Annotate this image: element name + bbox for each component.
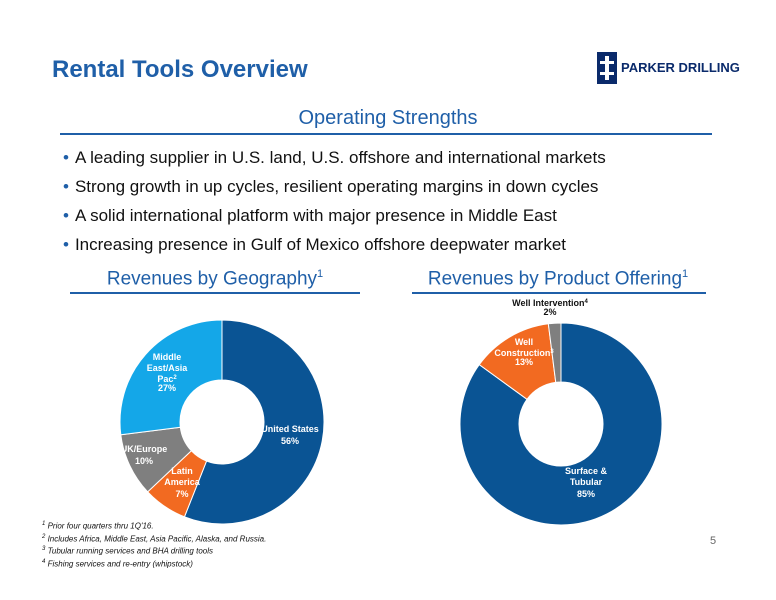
product-title-underline <box>412 292 706 294</box>
logo-text: PARKER DRILLING <box>621 60 740 75</box>
heading-underline <box>60 133 712 135</box>
geography-title-underline <box>70 292 360 294</box>
list-item: • A solid international platform with maj… <box>63 206 557 225</box>
slice-label: Well Construction3 13% <box>494 337 554 367</box>
product-chart-title: Revenues by Product Offering1 <box>427 268 689 290</box>
slice-label: United States 56% <box>261 424 319 446</box>
page-number: 5 <box>710 535 717 547</box>
slice-surface-tubular <box>459 322 663 526</box>
footnotes: 1 Prior four quarters thru 1Q'16. 2 Incl… <box>42 519 266 570</box>
company-logo: PARKER DRILLING <box>597 52 740 84</box>
operating-strengths-heading: Operating Strengths <box>298 107 478 129</box>
slice-label: Middle East/Asia Pac2 27% <box>147 352 189 393</box>
slice-united-states <box>183 319 325 525</box>
slice-middle-east-asia-pac <box>119 319 223 436</box>
slice-label: Well Intervention4 2% <box>512 298 588 317</box>
product-donut-chart: Surface & Tubular 85% Well Construction3 13% W… <box>459 298 663 526</box>
geography-chart-title: Revenues by Geography1 <box>106 268 324 290</box>
footnote: 3 Tubular running services and BHA drill… <box>42 546 213 556</box>
slice-label: Latin America 7% <box>164 466 201 499</box>
list-item: • A leading supplier in U.S. land, U.S. o… <box>63 148 606 167</box>
strengths-list: • A leading supplier in U.S. land, U.S. o… <box>63 146 606 262</box>
slice-label: Surface & Tubular 85% <box>565 466 608 499</box>
slice-well-intervention <box>547 322 562 383</box>
geography-donut-chart: United States 56% Latin America 7%UK/Europe 1… <box>119 319 325 525</box>
footnote: 2 Includes Africa, Middle East, Asia Pac… <box>42 533 267 544</box>
list-item: • Increasing presence in Gulf of Mexico o… <box>63 235 567 254</box>
page-title: Rental Tools Overview <box>52 56 308 83</box>
list-item: • Strong growth in up cycles, resilient o… <box>63 177 599 196</box>
footnote: 4 Fishing services and re-entry (whipsto… <box>42 558 193 569</box>
footnote: 1 Prior four quarters thru 1Q'16. <box>42 521 154 531</box>
slice-label: UK/Europe 10% <box>121 444 168 466</box>
parker-drilling-logo-icon <box>597 52 617 84</box>
